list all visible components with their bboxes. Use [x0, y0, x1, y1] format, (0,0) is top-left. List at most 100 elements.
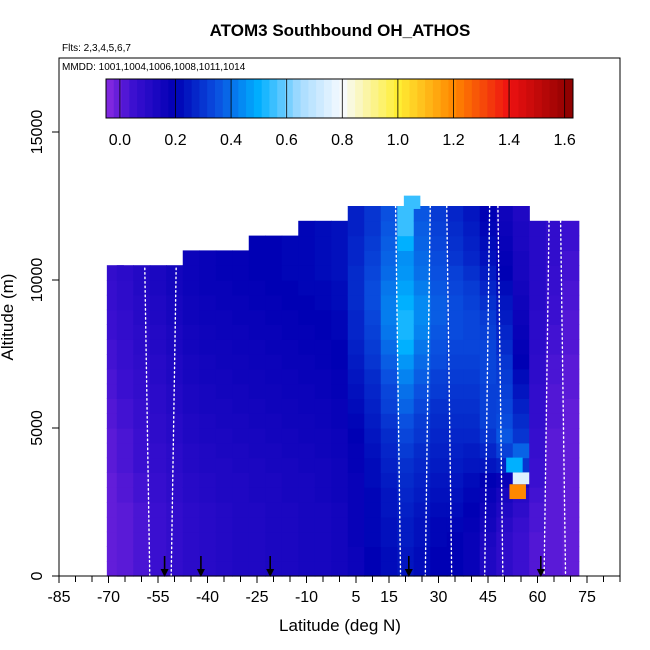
colorbar-segment	[339, 79, 348, 118]
heatmap-cell	[248, 294, 266, 311]
heatmap-cell	[347, 413, 365, 429]
heatmap-cell	[380, 457, 398, 473]
heatmap-cell	[463, 220, 481, 237]
heatmap-cell	[364, 339, 382, 355]
heatmap-cell	[199, 561, 217, 577]
heatmap-cell	[562, 413, 580, 429]
heatmap-cell	[265, 309, 283, 325]
heatmap-cell	[512, 220, 530, 237]
heatmap-cell	[562, 546, 580, 562]
heatmap-cell	[149, 354, 167, 370]
heatmap-cell	[199, 487, 217, 503]
heatmap-cell	[545, 250, 563, 266]
heatmap-cell	[364, 235, 382, 251]
heatmap-cell	[496, 235, 514, 251]
heatmap-cell	[529, 442, 547, 459]
heatmap-cell	[133, 265, 151, 281]
heatmap-cell	[446, 413, 464, 429]
heatmap-cell	[496, 531, 514, 547]
heatmap-cell	[215, 516, 233, 533]
flight-profile-line	[497, 205, 504, 577]
heatmap-cell	[166, 531, 184, 547]
heatmap-cell	[413, 250, 431, 266]
heatmap-cell	[133, 502, 151, 518]
heatmap-cell	[166, 457, 184, 473]
heatmap-cell	[149, 531, 167, 547]
heatmap-cell	[215, 324, 233, 340]
colorbar-segment	[269, 79, 278, 118]
colorbar-segment	[557, 79, 566, 118]
plot-region	[106, 195, 580, 577]
hotspot-cell	[509, 484, 526, 500]
heatmap-cell	[397, 339, 415, 355]
colorbar-segment	[199, 79, 208, 118]
heatmap-cell	[281, 294, 299, 311]
heatmap-cell	[215, 368, 233, 385]
heatmap-cell	[298, 516, 316, 533]
heatmap-cell	[479, 206, 497, 222]
heatmap-cell	[364, 206, 382, 222]
x-tick-label: 75	[578, 589, 596, 606]
heatmap-cell	[545, 339, 563, 355]
heatmap-cell	[380, 428, 398, 444]
heatmap-cell	[281, 235, 299, 251]
heatmap-cell	[562, 516, 580, 533]
heatmap-cell	[347, 220, 365, 237]
heatmap-cell	[232, 309, 250, 325]
heatmap-cell	[496, 413, 514, 429]
heatmap-cell	[166, 354, 184, 370]
heatmap-cell	[430, 531, 448, 547]
x-tick-label: 5	[352, 589, 361, 606]
heatmap-cell	[314, 235, 332, 251]
heatmap-cell	[116, 265, 134, 281]
heatmap-cell	[182, 294, 200, 311]
heatmap-cell	[463, 383, 481, 399]
heatmap-cell	[199, 516, 217, 533]
heatmap-cell	[446, 546, 464, 562]
heatmap-cell	[265, 531, 283, 547]
heatmap-cell	[149, 383, 167, 399]
x-tick-label: -25	[245, 589, 268, 606]
heatmap-cell	[215, 294, 233, 311]
heatmap-cell	[347, 235, 365, 251]
heatmap-cell	[496, 487, 514, 503]
heatmap-cell	[215, 531, 233, 547]
y-tick-label: 5000	[29, 410, 46, 446]
heatmap-cell	[413, 324, 431, 340]
heatmap-cell	[232, 265, 250, 281]
heatmap-cell	[133, 546, 151, 562]
colorbar-segment	[285, 79, 294, 118]
heatmap-cell	[149, 502, 167, 518]
heatmap-cell	[331, 383, 349, 399]
heatmap-cell	[215, 339, 233, 355]
heatmap-cell	[413, 502, 431, 518]
heatmap-cell	[562, 324, 580, 340]
heatmap-cell	[413, 398, 431, 414]
heatmap-cell	[248, 354, 266, 370]
heatmap-cell	[463, 250, 481, 266]
dates-label: MMDD: 1001,1004,1006,1008,1011,1014	[62, 62, 246, 73]
heatmap-cell	[314, 472, 332, 488]
heatmap-cell	[298, 502, 316, 518]
heatmap-cell	[413, 442, 431, 459]
flight-profile-line	[170, 267, 177, 577]
heatmap-cell	[397, 502, 415, 518]
heatmap-cell	[265, 294, 283, 311]
heatmap-cell	[529, 368, 547, 385]
heatmap-cell	[149, 324, 167, 340]
colorbar-segment	[183, 79, 193, 118]
flight-profile-line	[559, 220, 567, 577]
heatmap-cell	[331, 502, 349, 518]
colorbar-tick-label: 1.4	[498, 132, 520, 149]
heatmap-cell	[232, 250, 250, 266]
heatmap-cell	[133, 457, 151, 473]
heatmap-cell	[545, 309, 563, 325]
heatmap-cell	[298, 561, 316, 577]
heatmap-cell	[215, 546, 233, 562]
heatmap-cell	[545, 368, 563, 385]
heatmap-cell	[133, 280, 151, 296]
heatmap-cell	[347, 457, 365, 473]
heatmap-cell	[413, 457, 431, 473]
heatmap-cell	[397, 383, 415, 399]
heatmap-cell	[314, 398, 332, 414]
